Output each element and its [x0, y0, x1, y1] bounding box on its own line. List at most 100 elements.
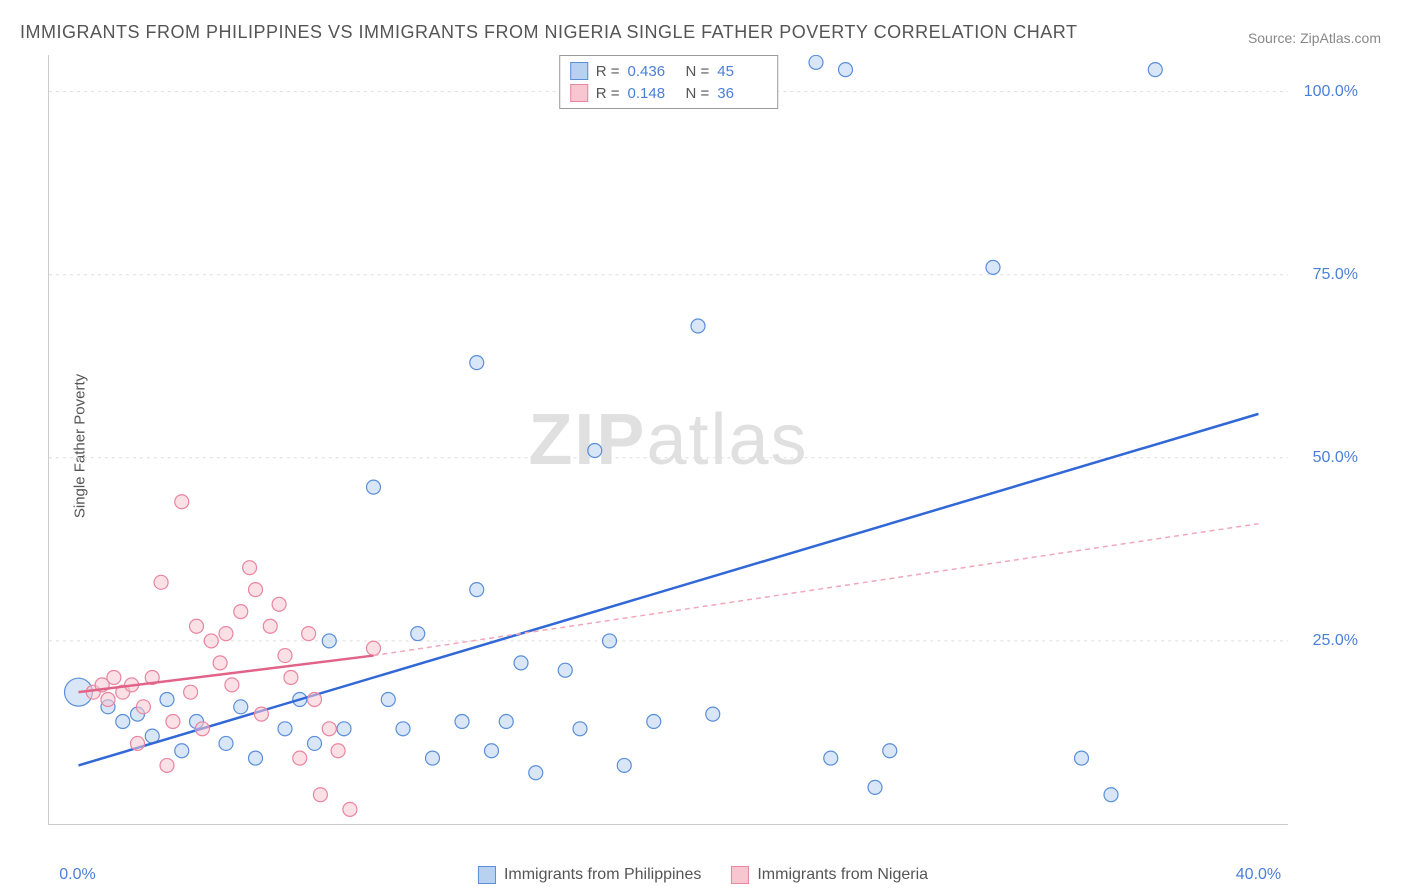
r-label: R = — [596, 63, 620, 80]
data-point-philippines — [1148, 63, 1162, 77]
data-point-nigeria — [213, 656, 227, 670]
data-point-nigeria — [313, 788, 327, 802]
data-point-nigeria — [154, 575, 168, 589]
scatter-plot-svg — [49, 55, 1288, 824]
data-point-philippines — [514, 656, 528, 670]
n-value-philippines: 45 — [717, 63, 767, 80]
data-point-nigeria — [249, 583, 263, 597]
data-point-philippines — [367, 480, 381, 494]
x-tick-label: 40.0% — [1236, 866, 1281, 884]
data-point-philippines — [868, 780, 882, 794]
data-point-philippines — [470, 583, 484, 597]
chart-plot-area: ZIPatlas R = 0.436 N = 45 R = 0.148 N = … — [48, 55, 1288, 825]
data-point-nigeria — [184, 685, 198, 699]
data-point-philippines — [396, 722, 410, 736]
legend-row-nigeria: R = 0.148 N = 36 — [570, 82, 768, 104]
data-point-nigeria — [101, 693, 115, 707]
data-point-philippines — [824, 751, 838, 765]
data-point-philippines — [839, 63, 853, 77]
legend-label-philippines: Immigrants from Philippines — [504, 866, 701, 884]
swatch-nigeria-bottom — [731, 866, 749, 884]
trend-line-nigeria-dash — [374, 524, 1259, 656]
data-point-philippines — [308, 736, 322, 750]
data-point-nigeria — [263, 619, 277, 633]
data-point-philippines — [617, 758, 631, 772]
data-point-nigeria — [293, 751, 307, 765]
y-tick-label: 100.0% — [1304, 83, 1358, 101]
data-point-philippines — [603, 634, 617, 648]
r-value-philippines: 0.436 — [628, 63, 678, 80]
r-label: R = — [596, 85, 620, 102]
data-point-philippines — [175, 744, 189, 758]
n-value-nigeria: 36 — [717, 85, 767, 102]
swatch-philippines — [570, 62, 588, 80]
r-value-nigeria: 0.148 — [628, 85, 678, 102]
data-point-nigeria — [131, 736, 145, 750]
data-point-nigeria — [190, 619, 204, 633]
data-point-nigeria — [195, 722, 209, 736]
data-point-philippines — [1075, 751, 1089, 765]
data-point-philippines — [381, 693, 395, 707]
swatch-nigeria — [570, 84, 588, 102]
data-point-nigeria — [331, 744, 345, 758]
data-point-philippines — [278, 722, 292, 736]
data-point-nigeria — [302, 627, 316, 641]
data-point-philippines — [160, 693, 174, 707]
data-point-philippines — [706, 707, 720, 721]
data-point-nigeria — [278, 649, 292, 663]
data-point-nigeria — [160, 758, 174, 772]
data-point-philippines — [986, 260, 1000, 274]
legend-label-nigeria: Immigrants from Nigeria — [757, 866, 928, 884]
x-tick-label: 0.0% — [59, 866, 95, 884]
swatch-philippines-bottom — [478, 866, 496, 884]
data-point-nigeria — [107, 671, 121, 685]
data-point-nigeria — [284, 671, 298, 685]
data-point-philippines — [249, 751, 263, 765]
legend-row-philippines: R = 0.436 N = 45 — [570, 60, 768, 82]
data-point-philippines — [470, 356, 484, 370]
data-point-philippines — [647, 714, 661, 728]
y-tick-label: 25.0% — [1313, 632, 1358, 650]
data-point-nigeria — [175, 495, 189, 509]
data-point-philippines — [426, 751, 440, 765]
data-point-philippines — [337, 722, 351, 736]
n-label: N = — [686, 63, 710, 80]
data-point-nigeria — [343, 802, 357, 816]
data-point-philippines — [411, 627, 425, 641]
data-point-philippines — [573, 722, 587, 736]
data-point-philippines — [529, 766, 543, 780]
data-point-philippines — [116, 714, 130, 728]
data-point-nigeria — [308, 693, 322, 707]
legend-item-philippines: Immigrants from Philippines — [478, 866, 701, 884]
source-attribution: Source: ZipAtlas.com — [1248, 30, 1381, 46]
data-point-nigeria — [166, 714, 180, 728]
data-point-nigeria — [254, 707, 268, 721]
data-point-nigeria — [136, 700, 150, 714]
legend-correlation-stats: R = 0.436 N = 45 R = 0.148 N = 36 — [559, 55, 779, 109]
y-tick-label: 50.0% — [1313, 449, 1358, 467]
data-point-philippines — [499, 714, 513, 728]
data-point-philippines — [485, 744, 499, 758]
data-point-nigeria — [272, 597, 286, 611]
legend-series: Immigrants from Philippines Immigrants f… — [478, 866, 928, 884]
data-point-nigeria — [219, 627, 233, 641]
legend-item-nigeria: Immigrants from Nigeria — [731, 866, 928, 884]
data-point-philippines — [691, 319, 705, 333]
y-tick-label: 75.0% — [1313, 266, 1358, 284]
n-label: N = — [686, 85, 710, 102]
data-point-philippines — [809, 55, 823, 69]
data-point-nigeria — [367, 641, 381, 655]
data-point-nigeria — [234, 605, 248, 619]
data-point-philippines — [883, 744, 897, 758]
data-point-philippines — [455, 714, 469, 728]
data-point-nigeria — [204, 634, 218, 648]
chart-title: IMMIGRANTS FROM PHILIPPINES VS IMMIGRANT… — [20, 22, 1077, 43]
data-point-philippines — [558, 663, 572, 677]
data-point-nigeria — [225, 678, 239, 692]
data-point-philippines — [1104, 788, 1118, 802]
data-point-philippines — [234, 700, 248, 714]
data-point-philippines — [322, 634, 336, 648]
data-point-philippines — [219, 736, 233, 750]
data-point-nigeria — [322, 722, 336, 736]
data-point-philippines — [588, 443, 602, 457]
